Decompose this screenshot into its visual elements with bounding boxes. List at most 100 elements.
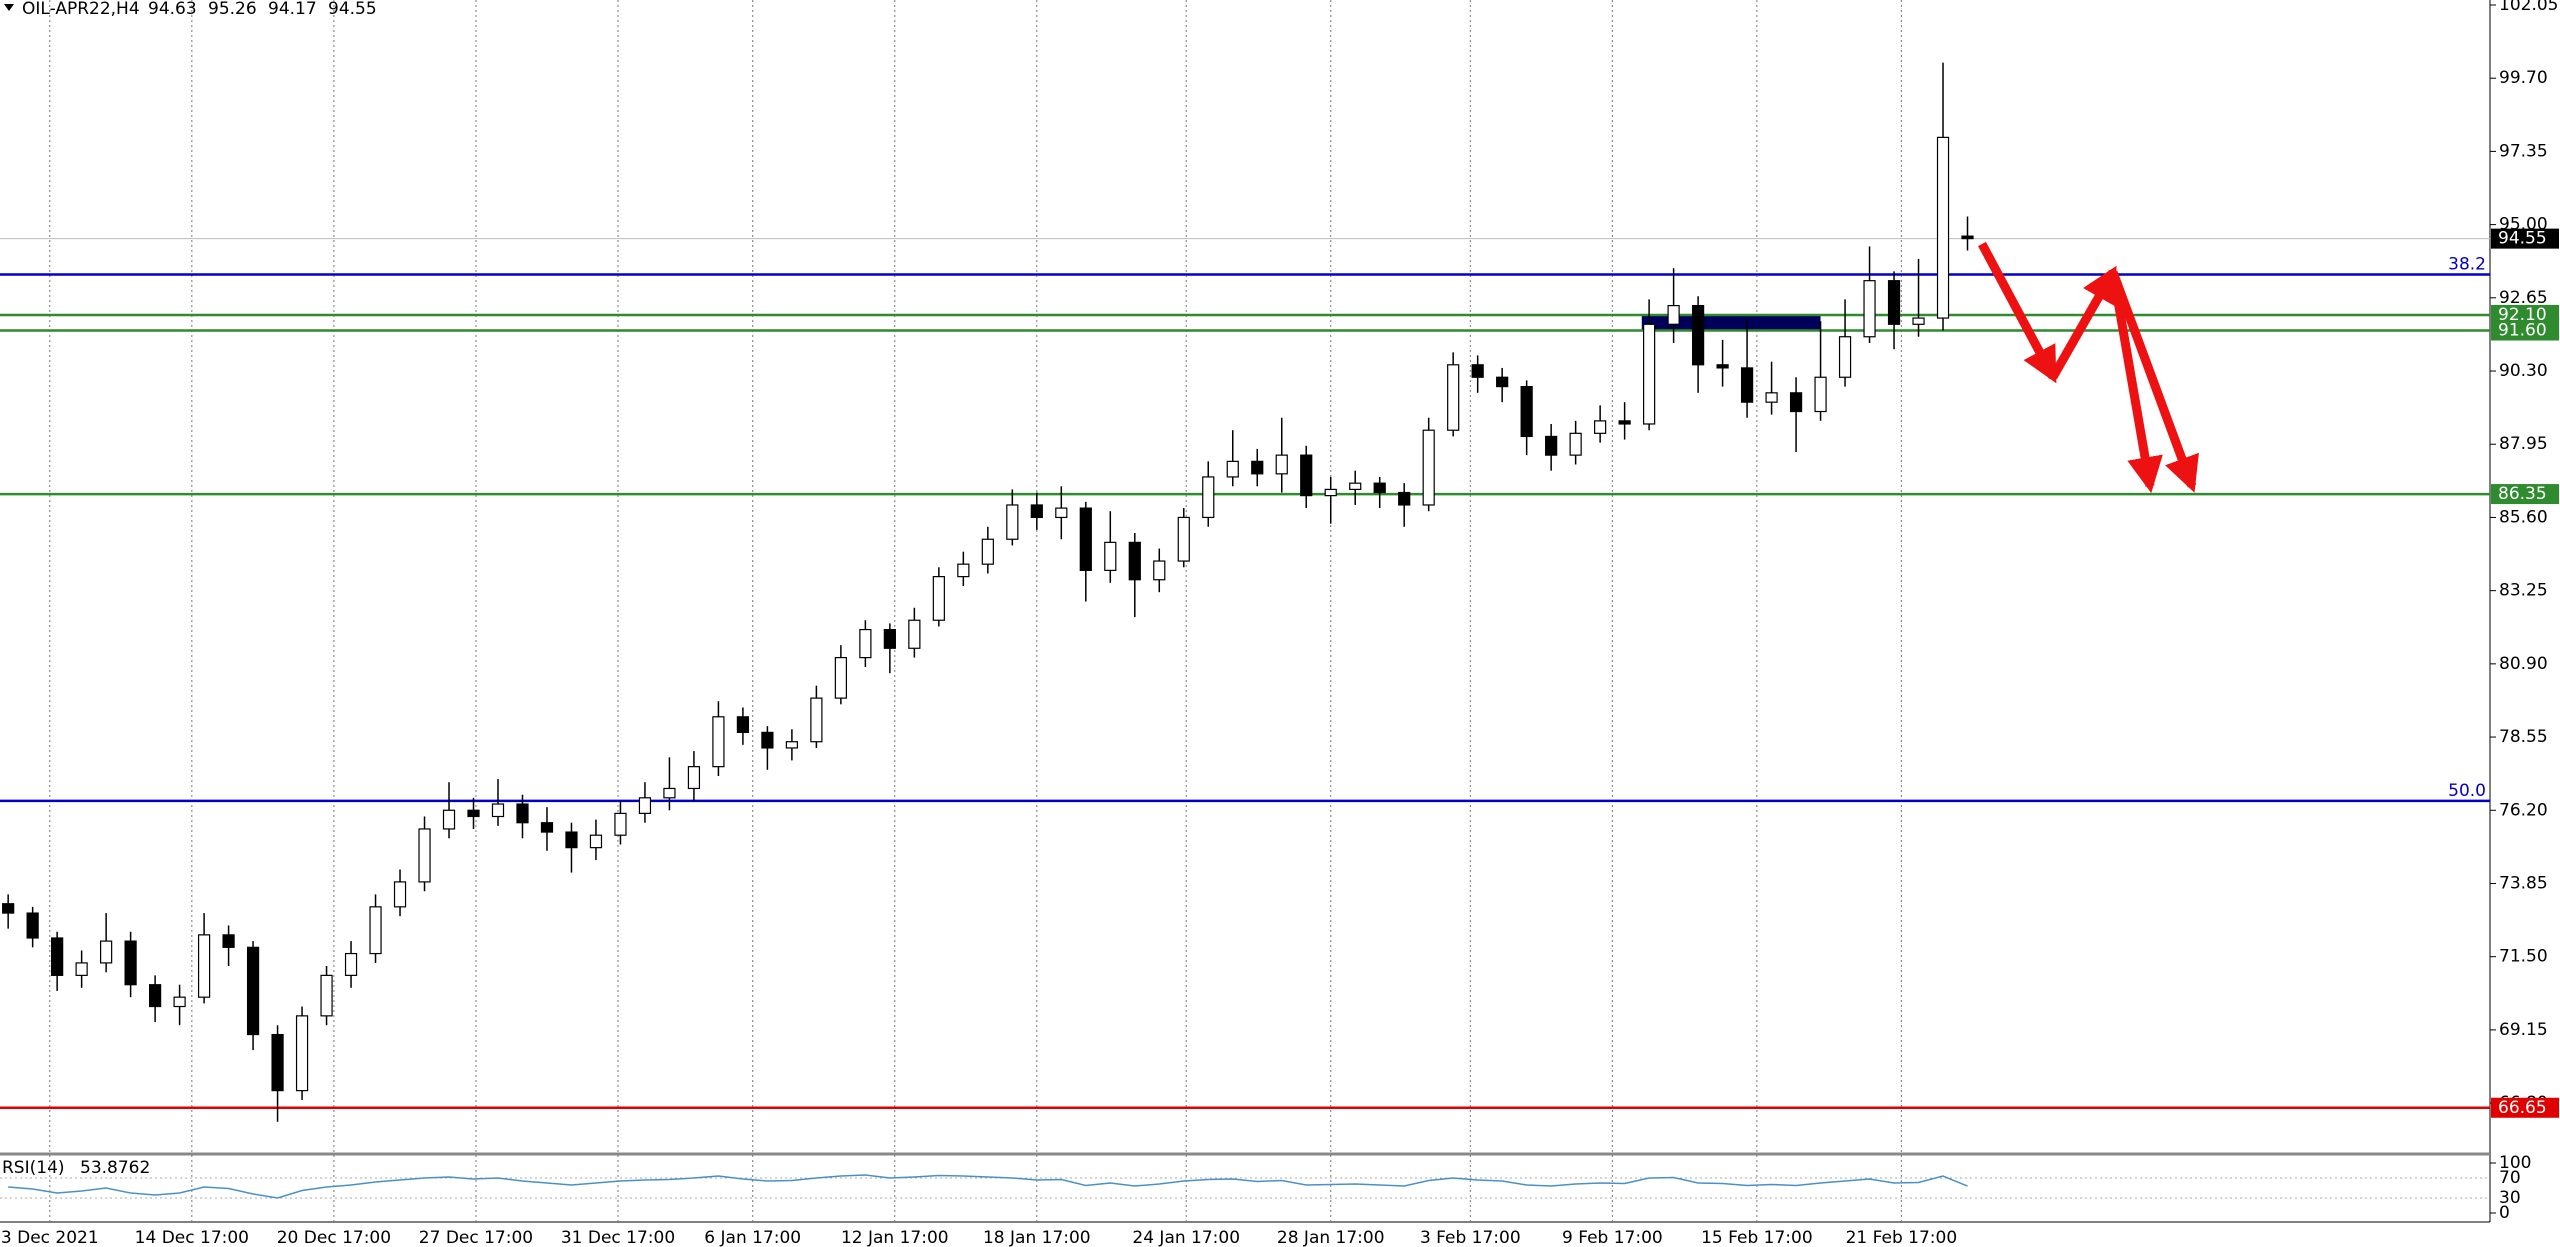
candle-body [1079,507,1092,571]
rsi-current: 53.8762 [80,1158,150,1178]
x-tick-label: 3 Feb 17:00 [1420,1228,1521,1247]
projection-arrow [2108,270,2199,493]
candle-body [1447,364,1460,431]
candle-body [1814,376,1827,413]
candle-body [908,619,921,649]
y-tick-label: 97.35 [2499,141,2548,161]
level-label-box [2491,1097,2559,1118]
candle-body [197,934,211,998]
y-tick-label: 99.70 [2499,68,2548,88]
y-tick-label: 73.85 [2499,873,2548,893]
candle-body [320,974,333,1017]
y-tick-label: 102.05 [2499,0,2558,15]
candle-body [1300,454,1313,497]
rsi-label: RSI(14) [2,1158,65,1178]
candle-body [859,628,872,659]
candle-body [834,657,847,699]
candle-body [1618,420,1631,425]
candle-body [1398,491,1411,506]
zone [1641,314,1821,331]
rsi-tick-label: 30 [2499,1188,2521,1208]
candle-body [663,787,676,799]
candle-body [124,940,137,986]
candle-body [687,766,701,790]
candle-body [1128,541,1141,581]
candle-body [712,716,725,768]
candle-body [173,996,186,1008]
candle-body [1104,541,1117,571]
x-tick-label: 31 Dec 17:00 [561,1228,675,1247]
y-tick-label: 76.20 [2499,800,2548,820]
candle-body [271,1033,284,1092]
candle-body [1226,460,1239,478]
candle-body [981,538,994,565]
y-tick-label: 87.95 [2499,434,2548,454]
candle-body [1471,364,1484,378]
x-tick-label: 3 Dec 2021 [1,1228,99,1247]
y-tick-label: 78.55 [2499,727,2548,747]
level-label: 92.10 [2498,305,2547,325]
candle-body [393,881,407,908]
header-low: 94.17 [268,0,317,19]
candle-body [761,731,774,749]
candle-body [1961,235,1974,240]
candle-body [785,741,799,749]
candle-body [442,809,456,830]
rsi-line [8,1174,1968,1199]
candle-body [222,934,235,948]
projection-arrow [2049,265,2117,380]
candle-body [75,962,88,976]
candle-body [100,940,113,964]
x-tick-label: 15 Feb 17:00 [1701,1228,1813,1247]
candle-body [1153,560,1166,581]
rsi-tick-label: 100 [2499,1153,2531,1173]
price-label: 94.55 [2498,229,2547,249]
symbol: OIL-APR22,H4 [22,0,140,19]
level-label-box [2491,304,2559,325]
candle-body [1202,476,1215,519]
x-tick-label: 27 Dec 17:00 [419,1228,533,1247]
candle-body [883,628,896,649]
candle-body [638,797,652,814]
candle-body [1324,488,1337,497]
x-tick-label: 14 Dec 17:00 [135,1228,249,1247]
candle-body [1936,136,1950,319]
candle-body [1594,420,1607,434]
candle-body [565,831,578,849]
candle-body [1520,385,1533,438]
candle-body [1275,454,1288,475]
candle-body [1691,305,1705,366]
y-tick-label: 69.15 [2499,1020,2548,1040]
x-tick-label: 12 Jan 17:00 [841,1228,949,1247]
candle-body [1349,482,1362,490]
header-high: 95.26 [208,0,257,19]
candle-body [467,809,480,818]
level-label: 66.65 [2498,1098,2547,1118]
level-label-box [2491,320,2559,341]
candle-body [1055,507,1068,519]
candle-body [1789,392,1803,413]
candle-body [1496,376,1509,388]
candle-body [516,803,529,824]
x-tick-label: 20 Dec 17:00 [277,1228,391,1247]
candle-body [369,906,382,955]
candle-body [1251,460,1264,475]
y-tick-label: 90.30 [2499,361,2548,381]
candle-body [1887,280,1901,325]
x-tick-label: 18 Jan 17:00 [983,1228,1091,1247]
y-tick-label: 83.25 [2499,581,2548,601]
x-tick-label: 6 Jan 17:00 [704,1228,801,1247]
candle-body [810,697,823,743]
candle-body [540,822,554,833]
candle-body [148,984,162,1008]
candle-body [1545,435,1558,456]
header-close: 94.55 [328,0,377,19]
candle-body [1030,504,1043,519]
y-tick-label: 71.50 [2499,947,2548,967]
candle-body [1006,504,1019,540]
candle-body [1643,323,1656,425]
rsi-tick-label: 70 [2499,1168,2521,1188]
candle-body [1373,482,1386,494]
price-box [2491,228,2559,249]
